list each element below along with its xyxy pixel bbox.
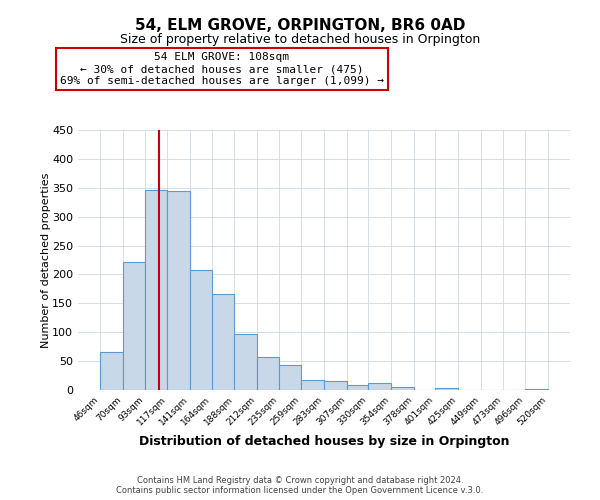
Text: Contains HM Land Registry data © Crown copyright and database right 2024.
Contai: Contains HM Land Registry data © Crown c…	[116, 476, 484, 495]
Bar	[436, 388, 458, 390]
Bar	[145, 190, 167, 390]
Bar	[301, 380, 324, 390]
Text: 54 ELM GROVE: 108sqm
← 30% of detached houses are smaller (475)
69% of semi-deta: 54 ELM GROVE: 108sqm ← 30% of detached h…	[60, 52, 384, 86]
Bar	[257, 357, 279, 390]
Bar	[391, 387, 413, 390]
X-axis label: Distribution of detached houses by size in Orpington: Distribution of detached houses by size …	[139, 436, 509, 448]
Bar	[190, 270, 212, 390]
Bar	[368, 383, 391, 390]
Text: 54, ELM GROVE, ORPINGTON, BR6 0AD: 54, ELM GROVE, ORPINGTON, BR6 0AD	[135, 18, 465, 32]
Bar	[212, 294, 235, 390]
Bar	[235, 334, 257, 390]
Bar	[279, 365, 301, 390]
Text: Size of property relative to detached houses in Orpington: Size of property relative to detached ho…	[120, 32, 480, 46]
Bar	[324, 382, 347, 390]
Bar	[100, 352, 123, 390]
Bar	[525, 389, 548, 390]
Y-axis label: Number of detached properties: Number of detached properties	[41, 172, 52, 348]
Bar	[123, 262, 145, 390]
Bar	[347, 386, 368, 390]
Bar	[167, 191, 190, 390]
